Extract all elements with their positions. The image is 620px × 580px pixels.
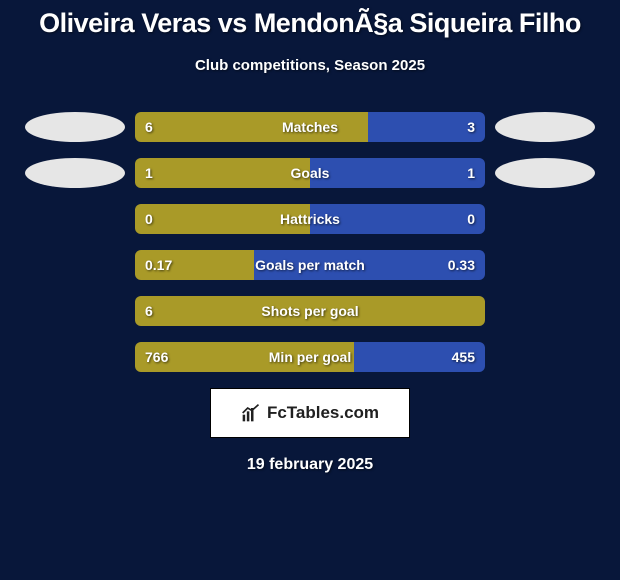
- stat-label: Shots per goal: [135, 296, 485, 326]
- logo-badge: FcTables.com: [210, 388, 410, 438]
- stat-label: Hattricks: [135, 204, 485, 234]
- avatar-right: [495, 112, 595, 142]
- stat-label: Goals per match: [135, 250, 485, 280]
- stat-label: Min per goal: [135, 342, 485, 372]
- avatar-left: [25, 112, 125, 142]
- stat-label: Goals: [135, 158, 485, 188]
- stat-bar: 63Matches: [135, 112, 485, 142]
- stat-bar: 11Goals: [135, 158, 485, 188]
- avatar-spacer: [495, 342, 595, 372]
- page-title: Oliveira Veras vs MendonÃ§a Siqueira Fil…: [0, 0, 620, 39]
- stat-row: 11Goals: [0, 158, 620, 188]
- stat-row: 0.170.33Goals per match: [0, 250, 620, 280]
- stat-bar: 00Hattricks: [135, 204, 485, 234]
- stat-row: 63Matches: [0, 112, 620, 142]
- stat-label: Matches: [135, 112, 485, 142]
- avatar-spacer: [25, 250, 125, 280]
- fctables-icon: [241, 403, 261, 423]
- avatar-spacer: [495, 250, 595, 280]
- stat-row: 6Shots per goal: [0, 296, 620, 326]
- avatar-left: [25, 158, 125, 188]
- stat-bar: 6Shots per goal: [135, 296, 485, 326]
- avatar-spacer: [495, 204, 595, 234]
- avatar-spacer: [25, 342, 125, 372]
- stat-row: 00Hattricks: [0, 204, 620, 234]
- stat-bar: 766455Min per goal: [135, 342, 485, 372]
- avatar-spacer: [495, 296, 595, 326]
- page-subtitle: Club competitions, Season 2025: [0, 57, 620, 74]
- stats-container: 63Matches 11Goals 00Hattricks 0.170.33Goals…: [0, 112, 620, 372]
- stat-bar: 0.170.33Goals per match: [135, 250, 485, 280]
- logo-text: FcTables.com: [267, 403, 379, 423]
- avatar-right: [495, 158, 595, 188]
- stat-row: 766455Min per goal: [0, 342, 620, 372]
- date-label: 19 february 2025: [0, 456, 620, 474]
- avatar-spacer: [25, 296, 125, 326]
- avatar-spacer: [25, 204, 125, 234]
